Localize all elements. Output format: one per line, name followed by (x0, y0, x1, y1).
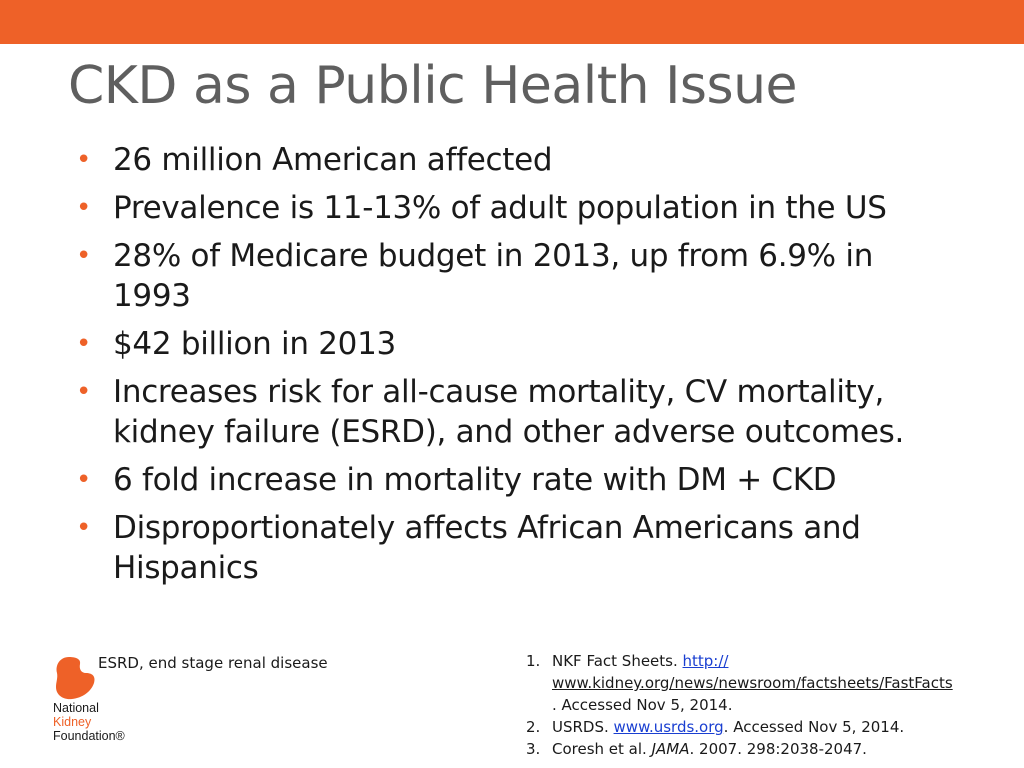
bullet-dot-icon: • (76, 377, 92, 407)
bullet-item: • Disproportionately affects African Amer… (76, 510, 861, 586)
reference-link[interactable]: http:// (682, 652, 729, 670)
bullet-item: • Increases risk for all-cause mortality,… (76, 374, 905, 450)
reference-item: 3. Coresh et al. JAMA. 2007. 298:2038-20… (526, 740, 867, 758)
bullet-item: • 28% of Medicare budget in 2013, up from… (76, 238, 874, 314)
bullet-dot-icon: • (76, 465, 92, 495)
bullet-dot-icon: • (76, 513, 92, 543)
reference-list: 1. NKF Fact Sheets. http:// www.kidney.o… (526, 650, 996, 760)
bullet-item: • $42 billion in 2013 (76, 326, 396, 362)
logo-text-national: National (53, 701, 99, 715)
bullet-item: • 26 million American affected (76, 142, 553, 178)
abbreviation-note: ESRD, end stage renal disease (98, 654, 328, 672)
nkf-logo: National Kidney Foundation® (53, 655, 143, 755)
slide-title: CKD as a Public Health Issue (68, 56, 798, 116)
reference-link[interactable]: www.usrds.org (613, 718, 724, 736)
bullet-list: • 26 million American affected • Prevalenc… (76, 140, 956, 596)
top-accent-bar (0, 0, 1024, 44)
bullet-item: • 6 fold increase in mortality rate with … (76, 462, 837, 498)
bullet-item: • Prevalence is 11-13% of adult populatio… (76, 190, 887, 226)
reference-item: 2. USRDS. www.usrds.org. Accessed Nov 5,… (526, 718, 905, 736)
bullet-dot-icon: • (76, 329, 92, 359)
bullet-dot-icon: • (76, 145, 92, 175)
reference-item: 1. NKF Fact Sheets. http:// www.kidney.o… (526, 652, 953, 714)
reference-link[interactable]: www.kidney.org/news/newsroom/factsheets/… (552, 674, 953, 692)
kidney-icon (56, 657, 95, 700)
bullet-dot-icon: • (76, 193, 92, 223)
logo-text-kidney: Kidney (53, 715, 92, 729)
logo-text-foundation: Foundation® (53, 729, 125, 743)
bullet-dot-icon: • (76, 241, 92, 271)
